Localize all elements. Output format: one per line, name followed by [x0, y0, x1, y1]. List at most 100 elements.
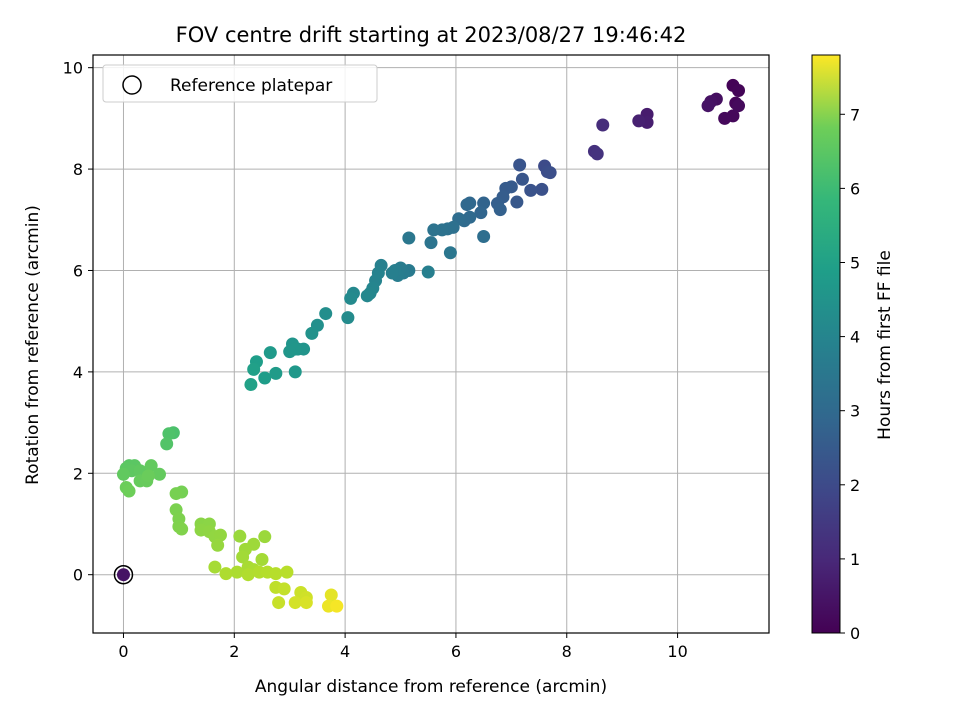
data-point [283, 345, 297, 359]
data-point [162, 427, 176, 441]
legend-box [102, 64, 378, 103]
data-point [141, 469, 155, 483]
data-point [288, 365, 302, 379]
colorbar-label: Hours from first FF file [875, 250, 895, 440]
data-point [493, 203, 507, 217]
colorbar-tick-label: 2 [850, 476, 860, 495]
colorbar-ticks: 0 1 2 3 4 5 6 7 [840, 105, 860, 643]
data-point [701, 99, 715, 113]
data-points [116, 78, 746, 613]
data-point [247, 362, 261, 376]
data-point [330, 599, 344, 613]
y-tick-label: 2 [73, 464, 83, 483]
y-tick-label: 8 [73, 160, 83, 179]
data-point [341, 311, 355, 325]
data-point [360, 289, 374, 303]
data-point [233, 529, 247, 543]
x-tick-label: 2 [229, 642, 239, 661]
data-point [319, 307, 333, 321]
data-point [208, 560, 222, 574]
data-point [299, 596, 313, 610]
data-point [732, 83, 746, 97]
x-tick-label: 6 [451, 642, 461, 661]
legend: Reference platepar [102, 64, 378, 103]
data-point [269, 567, 283, 581]
data-point [443, 246, 457, 260]
y-axis-label: Rotation from reference (arcmin) [23, 205, 43, 485]
x-axis-ticks: 0 2 4 6 8 10 [118, 633, 688, 661]
data-point [513, 158, 527, 172]
colorbar-tick-label: 3 [850, 402, 860, 421]
data-point [460, 198, 474, 212]
data-point [515, 172, 529, 186]
data-point [219, 567, 233, 581]
data-point [427, 223, 441, 237]
data-point [258, 530, 272, 544]
data-point [116, 467, 130, 481]
chart-title: FOV centre drift starting at 2023/08/27 … [176, 23, 687, 47]
data-point [269, 366, 283, 380]
data-point [732, 99, 746, 113]
data-point [280, 565, 294, 579]
reference-ring [113, 564, 134, 585]
data-point [230, 565, 244, 579]
y-axis-ticks: 0 2 4 6 8 10 [63, 59, 93, 585]
data-point [211, 538, 225, 552]
data-point [160, 437, 174, 451]
reference-marker [113, 564, 134, 585]
data-point [424, 236, 438, 250]
x-tick-label: 8 [562, 642, 572, 661]
y-tick-label: 6 [73, 261, 83, 280]
data-point [385, 266, 399, 280]
colorbar-tick-label: 0 [850, 624, 860, 643]
plot-frame [92, 54, 770, 634]
y-tick-label: 0 [73, 566, 83, 585]
colorbar: 0 1 2 3 4 5 6 7 Hours from first FF file [811, 54, 895, 643]
data-point [596, 118, 610, 132]
y-tick-label: 4 [73, 363, 83, 382]
y-tick-label: 10 [63, 59, 83, 78]
legend-entry-reference: Reference platepar [170, 76, 332, 96]
data-point [213, 528, 227, 542]
data-point [477, 230, 491, 244]
data-point [272, 596, 286, 610]
data-point [258, 371, 272, 385]
data-point [402, 231, 416, 245]
data-point [288, 596, 302, 610]
data-point [421, 265, 435, 279]
data-point [144, 459, 158, 473]
data-point [122, 484, 136, 498]
data-point [543, 166, 557, 180]
colorbar-tick-label: 1 [850, 550, 860, 569]
data-point [324, 588, 338, 602]
reference-point [116, 568, 130, 582]
colorbar-tick-label: 7 [850, 105, 860, 124]
colorbar-tick-label: 5 [850, 253, 860, 272]
legend-reference-icon [122, 75, 142, 95]
data-point [236, 550, 250, 564]
data-point [255, 552, 269, 566]
x-tick-label: 0 [118, 642, 128, 661]
data-point [305, 326, 319, 340]
data-point [152, 467, 166, 481]
data-point [632, 114, 646, 128]
data-point [263, 346, 277, 360]
x-axis-label: Angular distance from reference (arcmin) [255, 677, 607, 697]
grid-lines [93, 55, 769, 633]
data-point [175, 522, 189, 536]
x-tick-label: 10 [667, 642, 687, 661]
data-point [510, 195, 524, 209]
colorbar-tick-label: 6 [850, 179, 860, 198]
colorbar-tick-label: 4 [850, 328, 860, 347]
data-point [718, 111, 732, 125]
data-point [474, 206, 488, 220]
data-point [524, 183, 538, 197]
data-point [535, 182, 549, 196]
data-point [241, 568, 255, 582]
data-point [277, 582, 291, 596]
data-point [169, 487, 183, 501]
colorbar-gradient [811, 54, 841, 634]
data-point [344, 291, 358, 305]
data-point [590, 147, 604, 161]
